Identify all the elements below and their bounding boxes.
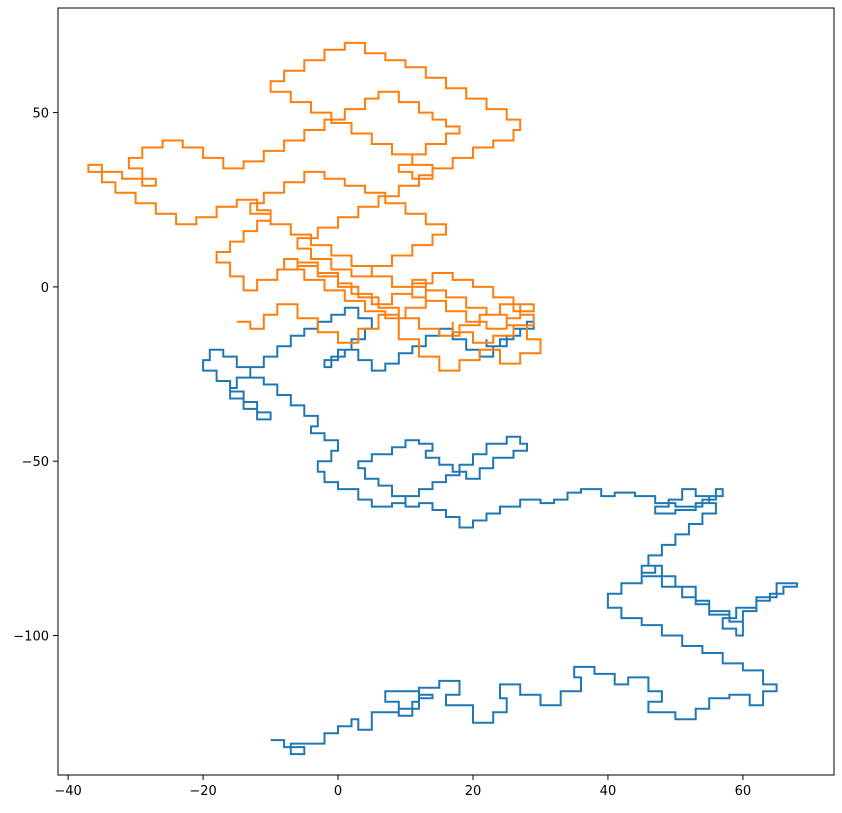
y-tick-label: 0: [41, 281, 49, 296]
y-tick-label: −100: [13, 630, 49, 645]
x-tick-label: 40: [600, 784, 617, 799]
x-tick-label: 20: [465, 784, 482, 799]
y-tick-label: 50: [32, 107, 49, 122]
x-tick-label: −20: [189, 784, 216, 799]
y-tick-label: −50: [22, 455, 49, 470]
x-tick-label: −40: [54, 784, 81, 799]
plot-frame: [57, 7, 835, 776]
series-layer: [87, 41, 798, 756]
series-line-2: [87, 41, 542, 372]
series-line-1: [202, 306, 798, 756]
y-axis: −100 −50 0 50: [13, 107, 58, 645]
x-tick-label: 0: [334, 784, 342, 799]
x-tick-label: 60: [735, 784, 752, 799]
x-axis: −40 −20 0 20 40 60: [54, 775, 751, 799]
